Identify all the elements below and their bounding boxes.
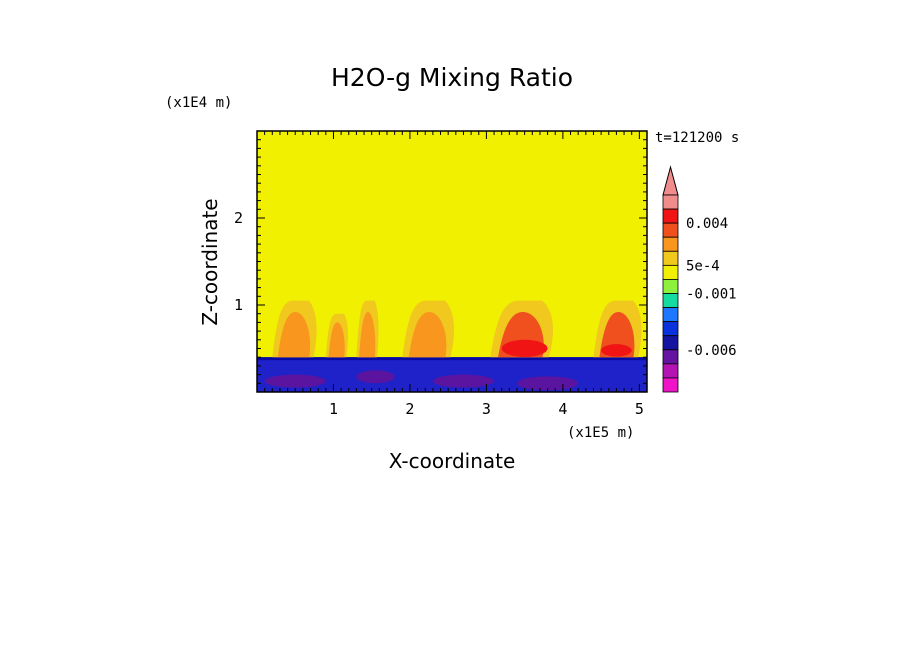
x-unit-label: (x1E5 m) (567, 425, 634, 441)
colorbar-label: 5e-4 (686, 258, 720, 274)
colorbar-label: 0.004 (686, 216, 728, 232)
plume (272, 300, 317, 358)
y-axis: 12 (234, 139, 647, 384)
colorbar-segment (662, 236, 679, 252)
x-tick-label: 3 (482, 400, 491, 418)
surface-patch (264, 374, 326, 388)
plume (402, 300, 454, 358)
colorbar-segment (662, 307, 679, 323)
x-tick-label: 4 (558, 400, 567, 418)
plume-inner (359, 311, 376, 358)
field-background (257, 131, 647, 392)
plume-inner (277, 311, 311, 358)
colorbar-label: -0.001 (686, 287, 737, 303)
y-axis-title: Z-coordinate (198, 198, 222, 325)
colorbar-segment (662, 293, 679, 308)
colorbar-segment (662, 349, 679, 365)
colorbar-segment (662, 321, 679, 337)
x-axis-title: X-coordinate (389, 449, 516, 473)
colorbar-arrow (662, 165, 679, 196)
colorbar: 0.004 5e-4 -0.001 -0.006 (662, 165, 737, 393)
surface-patch (356, 370, 395, 384)
plume-inner (408, 311, 447, 358)
plume (325, 313, 348, 358)
y-tick-label: 2 (234, 209, 243, 227)
x-tick-label: 1 (329, 400, 338, 418)
plot-field (257, 131, 647, 392)
x-axis: 1 2 3 4 5 (264, 131, 644, 418)
colorbar-segment (662, 363, 679, 379)
colorbar-segment (662, 250, 679, 266)
colorbar-segment (662, 222, 679, 238)
chart-title: H2O-g Mixing Ratio (331, 63, 573, 92)
colorbar-segment (662, 335, 679, 351)
x-tick-label: 5 (635, 400, 644, 418)
colorbar-segment (662, 264, 679, 280)
colorbar-segment (662, 377, 679, 393)
plume-core (601, 344, 632, 357)
colorbar-segment (662, 279, 679, 294)
colorbar-segment (662, 208, 679, 224)
plume-core (501, 339, 548, 358)
y-unit-label: (x1E4 m) (165, 95, 232, 111)
y-tick-label: 1 (234, 296, 243, 314)
colorbar-label: -0.006 (686, 343, 737, 359)
surface-patch (432, 374, 495, 388)
time-label: t=121200 s (655, 130, 739, 146)
colorbar-segment (662, 194, 679, 210)
surface-layer-top (257, 357, 647, 361)
x-tick-label: 2 (405, 400, 414, 418)
plume (356, 300, 379, 358)
plume-inner (328, 322, 345, 358)
